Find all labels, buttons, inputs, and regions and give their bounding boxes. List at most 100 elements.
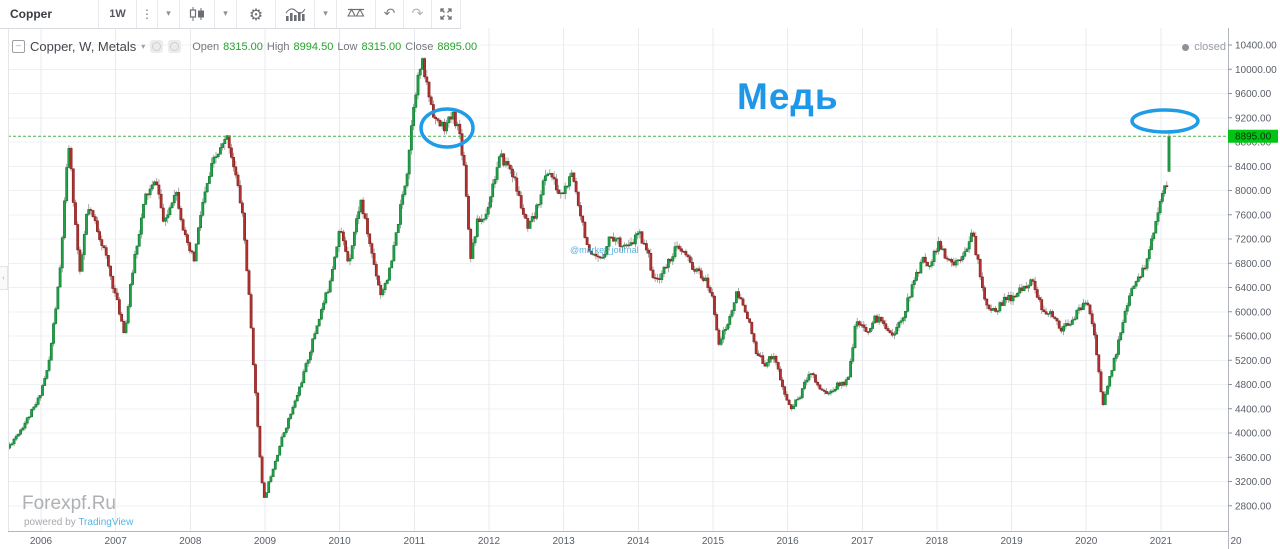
candle [1060,327,1063,332]
candle [532,216,536,219]
candle [313,333,317,340]
status-dot-icon [1182,43,1190,51]
legend-title[interactable]: Copper, W, Metals [30,39,137,54]
tradingview-link[interactable]: TradingView [78,517,134,528]
candle [702,277,705,281]
candle [985,298,989,306]
interval-button[interactable]: 1W [99,0,137,28]
candle [491,183,495,198]
candle [300,382,304,388]
candle [877,316,881,323]
candle [1150,238,1153,251]
candle [741,298,745,306]
candle [886,328,890,331]
undo-button[interactable]: ↶ [376,0,404,28]
compare-button[interactable] [337,0,376,28]
candle [893,333,896,336]
price-tick-label: 3600.00 [1235,453,1272,464]
high-value: 8994.50 [293,40,334,53]
candle [945,257,949,260]
candle [482,218,486,221]
candle [225,135,229,140]
candle [862,324,866,328]
candle [201,202,205,216]
chart-style-dropdown-button[interactable]: ▾ [215,0,237,28]
candle [561,192,565,195]
legend-collapse-icon[interactable]: – [12,40,25,53]
candle [1128,295,1131,306]
candle [519,195,523,209]
price-axis[interactable]: 2800.00 3200.00 3600.00 4000.00 4400.00 4800.… [1228,41,1277,513]
legend-eye-icon[interactable] [150,40,164,53]
candle [524,214,528,219]
candle [403,185,407,195]
candle [708,287,712,293]
candle [1011,295,1015,302]
candle [1007,294,1011,301]
price-tick-label: 5600.00 [1235,332,1272,343]
interval-options-icon[interactable]: ⋮ [137,0,158,28]
time-axis[interactable]: 2006 2007 2008 2009 2010 2011 2012 2013 2014 2015… [30,536,1242,547]
candle [153,181,156,186]
chart-settings-button[interactable]: ⚙ [237,0,276,28]
candle [638,231,642,234]
chart-style-button[interactable] [180,0,215,28]
candle [489,196,492,208]
candle [752,333,756,343]
annotation-ellipse[interactable] [1130,108,1200,134]
price-tick-label: 6800.00 [1235,259,1272,270]
candle [1042,309,1046,312]
candle [759,355,763,357]
legend-caret-icon[interactable]: ▾ [141,42,146,51]
price-tick-label: 3200.00 [1235,477,1272,488]
candle [12,438,16,445]
candle [783,386,787,395]
candle [559,192,563,195]
candle [1071,319,1074,325]
candle [798,397,802,400]
candle [853,325,857,348]
candle [1167,135,1171,172]
redo-icon: ↷ [411,6,424,22]
drawing-panel-collapse-handle[interactable]: ‹ [0,266,8,290]
candle [1044,311,1048,315]
symbol-search-input[interactable]: Copper [0,0,99,28]
candle [1053,316,1057,319]
candle [875,315,879,323]
price-tick-label: 2800.00 [1235,501,1272,512]
candle [594,253,598,257]
candle [1029,279,1033,286]
fullscreen-button[interactable] [432,0,461,28]
annotation-ellipse[interactable] [419,107,475,149]
candle [133,254,137,274]
price-tick-label: 4400.00 [1235,404,1272,415]
candle [620,245,624,248]
candle [120,313,124,322]
candle [1002,296,1006,306]
candle [311,338,315,353]
price-tick-label: 8400.00 [1235,162,1272,173]
annotation-text-title[interactable]: Медь [737,76,839,117]
candle [776,362,780,370]
candle [774,355,778,363]
candle [713,295,716,315]
candle [203,191,207,203]
candle [662,266,666,274]
indicators-button[interactable] [276,0,315,28]
legend-settings-icon[interactable] [168,40,182,53]
last-price-badge: 8895.00 [1228,129,1278,143]
redo-button[interactable]: ↷ [404,0,432,28]
candle [827,392,831,395]
candle [80,254,84,272]
candle [60,237,64,269]
indicators-dropdown-button[interactable]: ▾ [315,0,337,28]
candle [1108,375,1112,387]
interval-dropdown-button[interactable]: ▾ [158,0,180,28]
candle [1123,310,1127,323]
candle [282,432,286,438]
candle [199,215,203,229]
candle [100,239,104,246]
